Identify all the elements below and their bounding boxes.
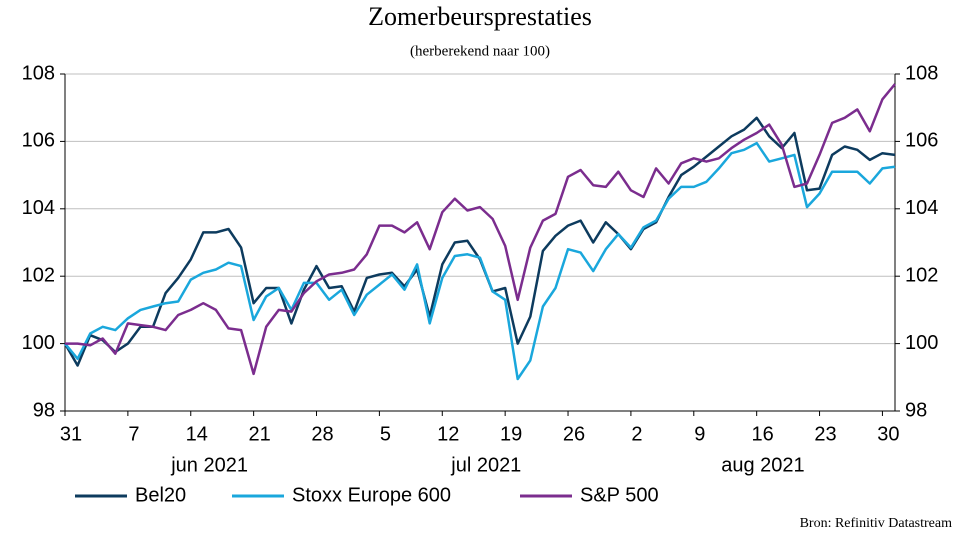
x-tick-label: 23 [814,423,836,445]
legend-label: S&P 500 [580,484,659,506]
y-tick-label: 102 [22,264,55,286]
x-tick-label: 12 [437,423,459,445]
y-tick-label: 104 [22,197,55,219]
y-tick-label: 98 [33,399,55,421]
chart-title: Zomerbeursprestaties [368,2,592,31]
series-line [63,116,896,367]
legend-label: Stoxx Europe 600 [292,484,451,506]
month-label: aug 2021 [721,454,804,476]
y2-tick-label: 104 [905,197,938,219]
month-label: jul 2021 [450,454,521,476]
x-tick-label: 5 [380,423,391,445]
x-tick-label: 28 [311,423,333,445]
y2-tick-label: 106 [905,130,938,152]
y2-tick-label: 108 [905,62,938,84]
chart-subtitle: (herberekend naar 100) [410,43,550,59]
x-tick-label: 2 [631,423,642,445]
x-tick-label: 7 [128,423,139,445]
y-tick-label: 100 [22,332,55,354]
series-line [65,83,896,376]
x-tick-label: 30 [877,423,899,445]
y2-tick-label: 100 [905,332,938,354]
y-tick-label: 106 [22,130,55,152]
x-tick-label: 21 [249,423,271,445]
month-label: jun 2021 [170,454,248,476]
x-tick-label: 9 [694,423,705,445]
x-tick-label: 26 [563,423,585,445]
y2-tick-label: 102 [905,264,938,286]
x-tick-label: 19 [500,423,522,445]
x-tick-label: 16 [752,423,774,445]
x-tick-label: 14 [186,423,208,445]
x-tick-label: 31 [60,423,82,445]
y2-tick-label: 98 [905,399,927,421]
y-tick-label: 108 [22,62,55,84]
legend-label: Bel20 [135,484,186,506]
series-line [64,141,896,381]
source: Bron: Refinitiv Datastream [800,516,953,531]
